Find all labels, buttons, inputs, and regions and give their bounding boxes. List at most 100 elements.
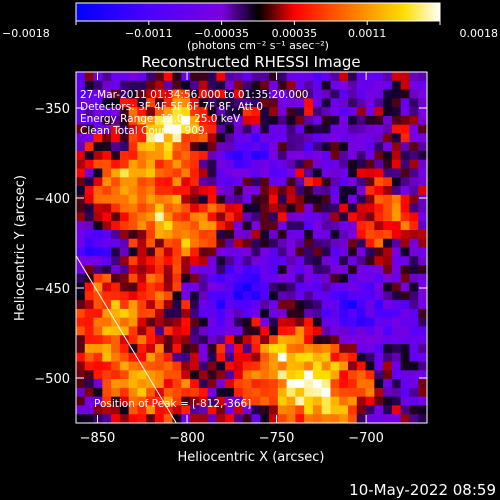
heatmap-cell <box>295 361 305 371</box>
heatmap-cell <box>269 308 279 319</box>
heatmap-cell <box>312 352 323 363</box>
heatmap-cell <box>409 72 419 82</box>
heatmap-cell <box>277 256 288 266</box>
heatmap-cell <box>321 247 332 257</box>
heatmap-cell <box>233 186 244 196</box>
heatmap-cell <box>330 194 340 205</box>
heatmap-cell <box>198 265 209 275</box>
heatmap-cell <box>76 124 86 135</box>
heatmap-cell <box>76 379 86 389</box>
heatmap-cell <box>286 142 296 152</box>
heatmap-cell <box>111 387 121 398</box>
heatmap-cell <box>163 133 174 143</box>
heatmap-cell <box>269 72 279 82</box>
heatmap-cell <box>154 379 165 389</box>
heatmap-cell <box>137 405 147 415</box>
heatmap-cell <box>374 370 384 380</box>
heatmap-cell <box>383 344 393 354</box>
heatmap-cell <box>137 308 147 319</box>
heatmap-cell <box>391 256 402 266</box>
heatmap-cell <box>102 212 112 222</box>
heatmap-cell <box>286 282 296 292</box>
heatmap-cell <box>383 414 393 423</box>
heatmap-cell <box>172 273 182 284</box>
heatmap-cell <box>128 387 139 398</box>
heatmap-cell <box>225 361 235 371</box>
heatmap-cell <box>128 300 139 310</box>
heatmap-cell <box>146 335 156 345</box>
heatmap-cell <box>383 80 393 91</box>
heatmap-cell <box>137 238 147 249</box>
heatmap-cell <box>102 168 112 178</box>
heatmap-cell <box>348 133 358 143</box>
heatmap-cell <box>295 186 305 196</box>
heatmap-cell <box>102 238 112 249</box>
heatmap-cell <box>225 370 235 380</box>
heatmap-cell <box>304 115 314 126</box>
heatmap-cell <box>102 124 112 135</box>
heatmap-cell <box>93 89 103 99</box>
heatmap-cell <box>137 282 147 292</box>
heatmap-cell <box>93 414 103 423</box>
heatmap-cell <box>383 326 393 336</box>
heatmap-cell <box>216 405 226 415</box>
heatmap-cell <box>312 177 323 187</box>
heatmap-cell <box>312 168 323 178</box>
heatmap-cell <box>154 282 165 292</box>
heatmap-cell <box>163 414 174 423</box>
heatmap-cell <box>365 150 375 161</box>
heatmap-cell <box>295 370 305 380</box>
heatmap-cell <box>242 370 253 380</box>
heatmap-cell <box>260 124 270 135</box>
y-axis-label: Heliocentric Y (arcsec) <box>13 175 28 321</box>
heatmap-cell <box>304 326 314 336</box>
heatmap-cell <box>365 177 375 187</box>
heatmap-cell <box>76 335 86 345</box>
heatmap-cell <box>242 80 253 91</box>
heatmap-cell <box>233 142 244 152</box>
heatmap-cell <box>330 159 340 170</box>
heatmap-cell <box>277 361 288 371</box>
heatmap-cell <box>330 405 340 415</box>
heatmap-cell <box>286 72 296 82</box>
heatmap-cell <box>76 247 86 257</box>
heatmap-cell <box>119 168 130 178</box>
heatmap-cell <box>251 300 261 310</box>
heatmap-cell <box>225 344 235 354</box>
heatmap-cell <box>391 308 402 319</box>
heatmap-cell <box>198 133 209 143</box>
heatmap-cell <box>172 265 182 275</box>
heatmap-cell <box>242 405 253 415</box>
heatmap-cell <box>146 352 156 363</box>
heatmap-cell <box>269 142 279 152</box>
heatmap-cell <box>312 203 323 214</box>
heatmap-cell <box>251 186 261 196</box>
heatmap-cell <box>137 221 147 231</box>
heatmap-cell <box>76 194 86 205</box>
heatmap-cell <box>163 150 174 161</box>
heatmap-cell <box>128 98 139 108</box>
heatmap-cell <box>111 133 121 143</box>
heatmap-cell <box>409 273 419 284</box>
heatmap-cell <box>216 194 226 205</box>
heatmap-cell <box>233 98 244 108</box>
heatmap-cell <box>163 308 174 319</box>
heatmap-cell <box>198 107 209 117</box>
heatmap-cell <box>216 177 226 187</box>
heatmap-cell <box>391 387 402 398</box>
heatmap-cell <box>365 344 375 354</box>
heatmap-cell <box>190 133 200 143</box>
heatmap-cell <box>207 370 218 380</box>
heatmap-cell <box>207 115 218 126</box>
heatmap-cell <box>93 238 103 249</box>
heatmap-cell <box>190 326 200 336</box>
heatmap-cell <box>111 89 121 99</box>
heatmap-cell <box>76 203 86 214</box>
heatmap-cell <box>190 291 200 301</box>
heatmap-cell <box>102 150 112 161</box>
heatmap-cell <box>321 203 332 214</box>
heatmap-cell <box>260 361 270 371</box>
heatmap-cell <box>409 282 419 292</box>
heatmap-cell <box>251 379 261 389</box>
annotation-line: Detectors: 3F 4F 5F 6F 7F 8F, Att 0 <box>80 101 263 113</box>
